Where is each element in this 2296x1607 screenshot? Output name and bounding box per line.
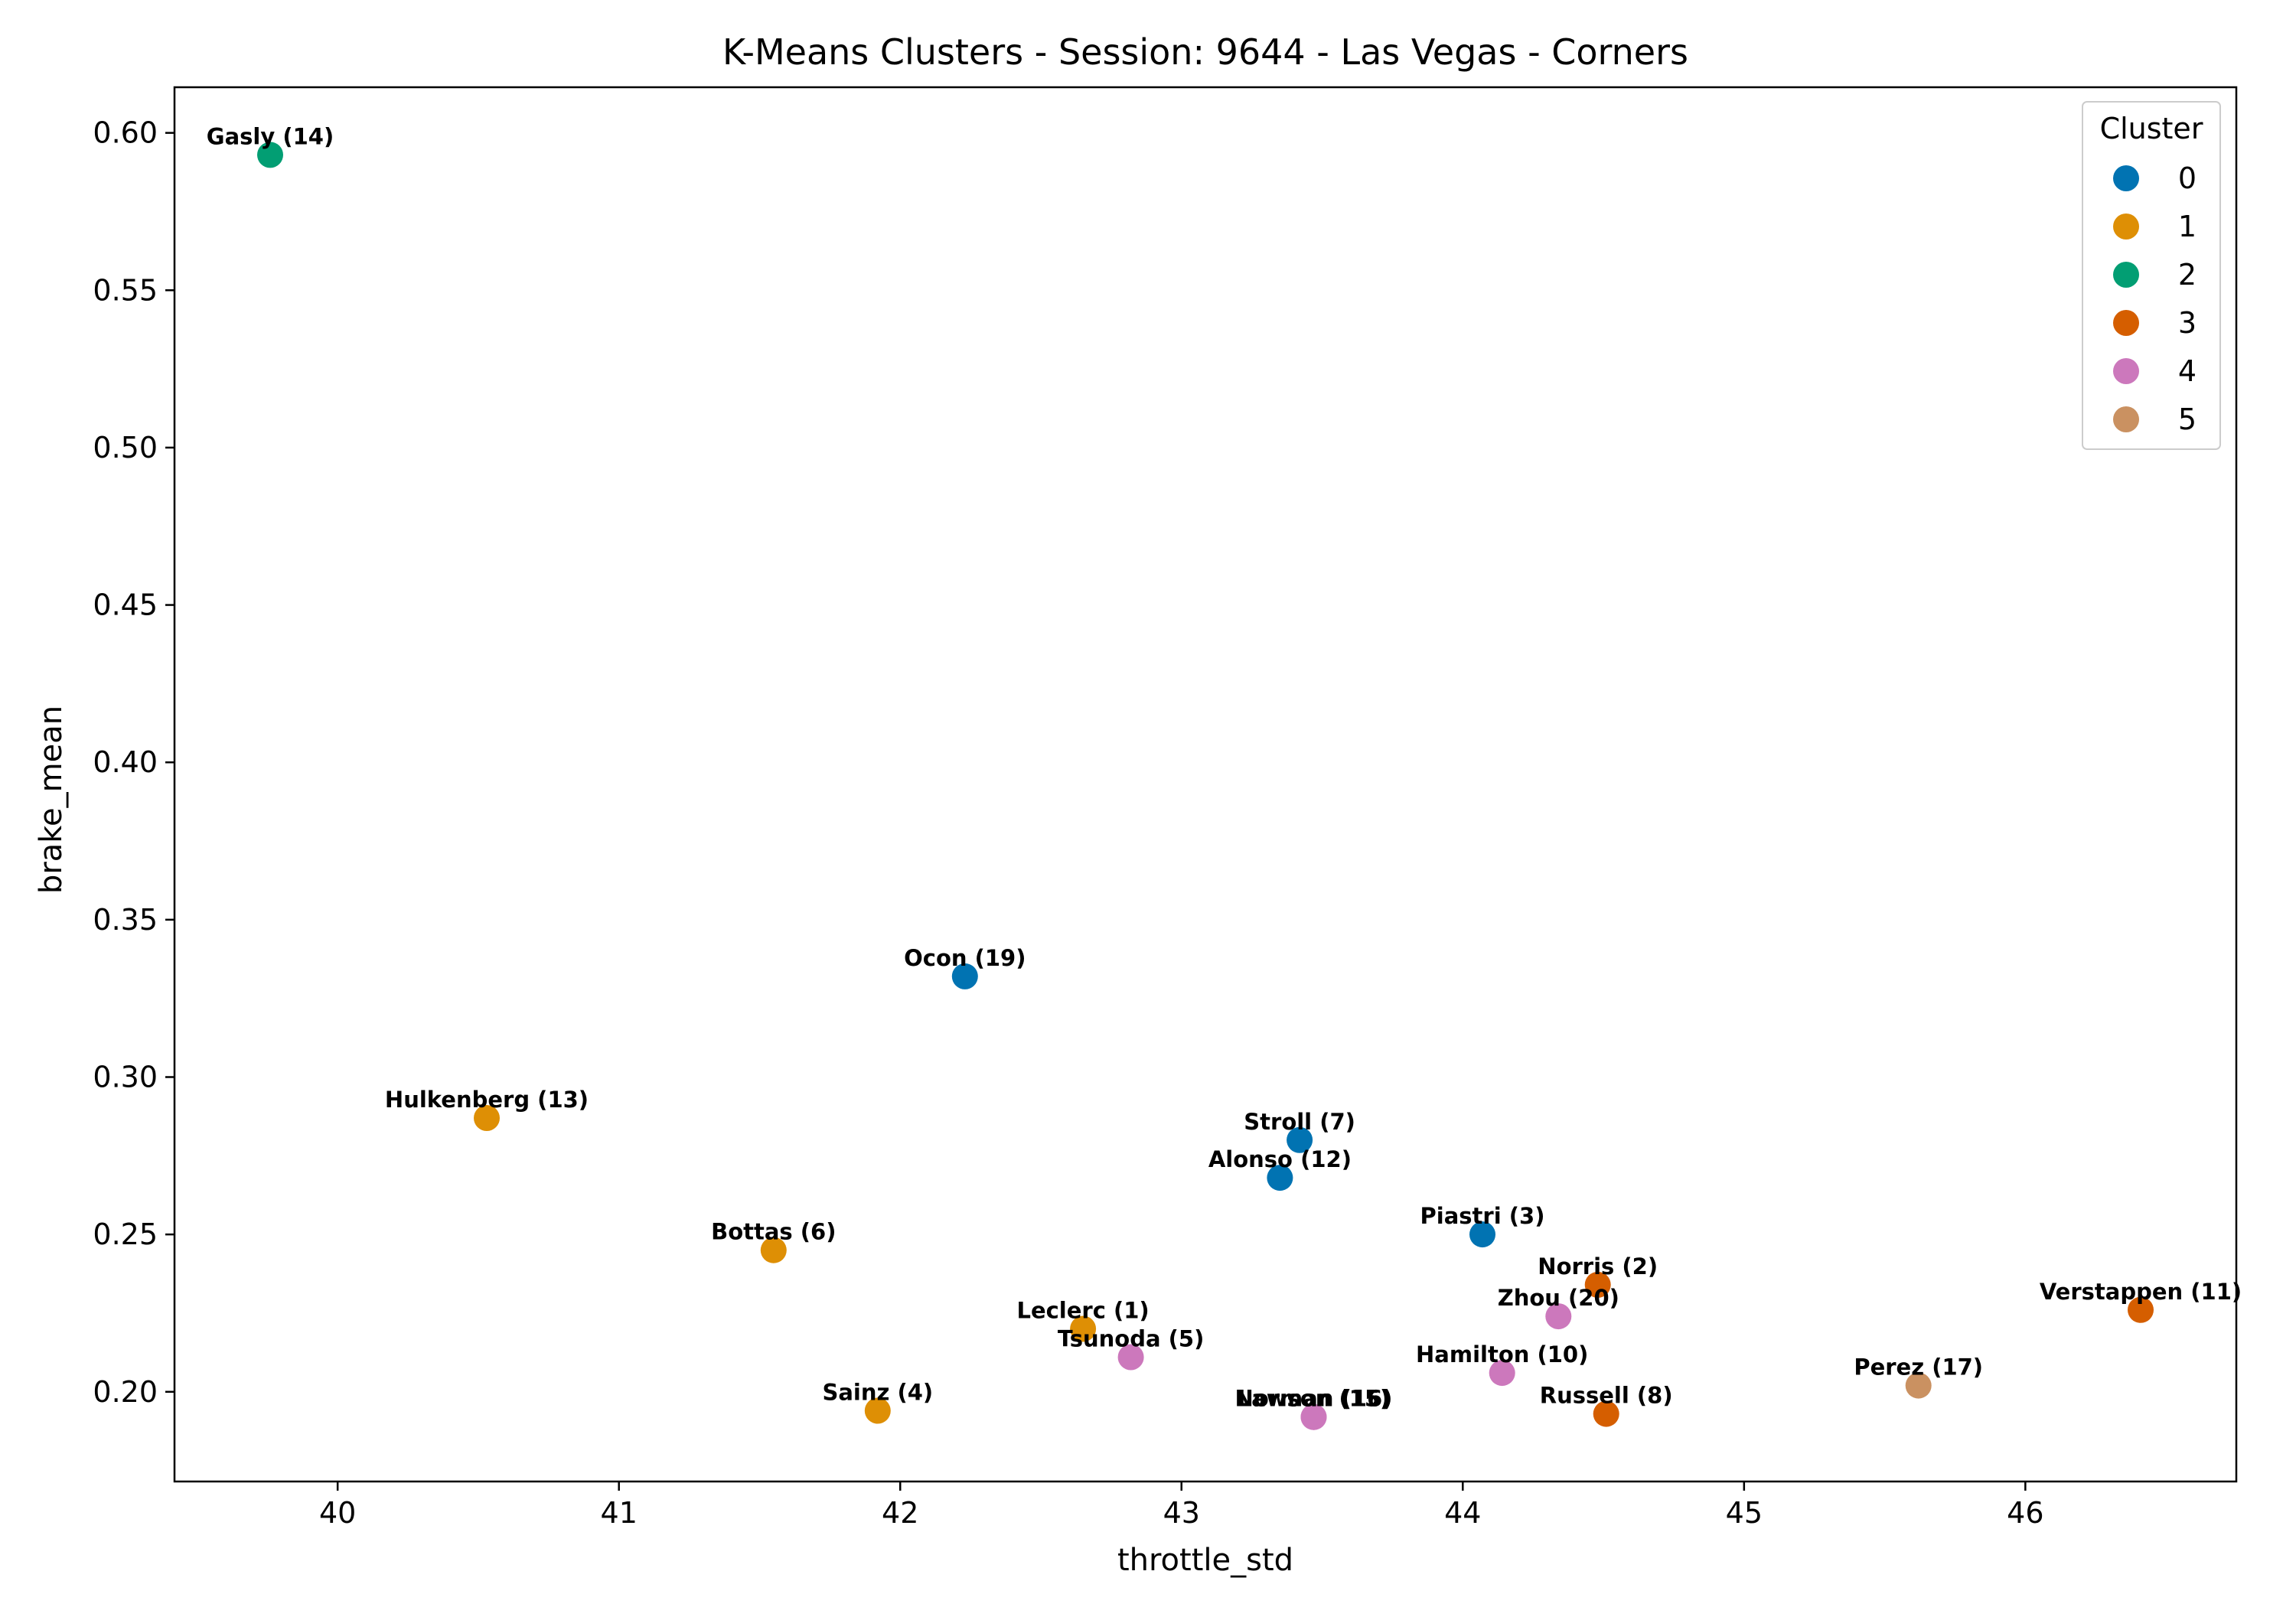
point-label: Gasly (14) bbox=[207, 123, 334, 149]
legend-entry-label: 5 bbox=[2178, 403, 2197, 436]
plot-area bbox=[257, 142, 2154, 1430]
y-axis-label: brake_mean bbox=[34, 706, 69, 894]
data-point bbox=[864, 1397, 891, 1424]
legend-marker bbox=[2113, 214, 2139, 240]
point-label: Zhou (20) bbox=[1498, 1285, 1619, 1311]
legend-entry-label: 0 bbox=[2178, 161, 2197, 195]
legend-marker bbox=[2113, 165, 2139, 191]
point-label: Piastri (3) bbox=[1420, 1203, 1545, 1229]
legend-box bbox=[2082, 101, 2221, 450]
x-tick-label: 44 bbox=[1444, 1496, 1481, 1530]
legend-entry-label: 3 bbox=[2178, 306, 2197, 340]
plot-frame bbox=[173, 86, 2238, 1483]
data-point bbox=[1117, 1344, 1144, 1371]
data-point bbox=[1287, 1126, 1313, 1153]
legend-marker bbox=[2113, 406, 2139, 432]
y-tick-label: 0.45 bbox=[93, 588, 158, 622]
chart-title: K-Means Clusters - Session: 9644 - Las V… bbox=[722, 31, 1688, 73]
legend-title: Cluster bbox=[2100, 112, 2203, 145]
y-tick-label: 0.50 bbox=[93, 431, 158, 464]
x-tick-label: 45 bbox=[1726, 1496, 1763, 1530]
data-point bbox=[1070, 1315, 1097, 1342]
point-label: Lawson (15) bbox=[1238, 1386, 1391, 1412]
x-tick-label: 41 bbox=[601, 1496, 638, 1530]
legend-entry-label: 2 bbox=[2178, 258, 2197, 292]
y-tick-label: 0.20 bbox=[93, 1375, 158, 1409]
point-label: Tsunoda (5) bbox=[1058, 1326, 1205, 1352]
data-point bbox=[1593, 1400, 1619, 1427]
data-point bbox=[1300, 1403, 1327, 1430]
point-label: Verstappen (11) bbox=[2040, 1279, 2242, 1305]
x-axis-label: throttle_std bbox=[1117, 1543, 1293, 1578]
x-tick-label: 42 bbox=[882, 1496, 918, 1530]
data-point bbox=[1267, 1165, 1293, 1191]
y-tick-label: 0.30 bbox=[93, 1060, 158, 1094]
data-point bbox=[2128, 1296, 2154, 1323]
data-point bbox=[760, 1237, 787, 1263]
legend-marker bbox=[2113, 358, 2139, 384]
point-label: Alonso (12) bbox=[1208, 1146, 1352, 1172]
x-tick-label: 40 bbox=[319, 1496, 356, 1530]
data-point bbox=[1584, 1271, 1611, 1298]
data-point bbox=[474, 1105, 500, 1131]
data-point bbox=[1545, 1303, 1572, 1330]
point-label: Sainz (4) bbox=[822, 1380, 933, 1406]
data-point bbox=[951, 963, 978, 989]
legend-entry-label: 1 bbox=[2178, 210, 2197, 243]
point-label: Russell (8) bbox=[1540, 1383, 1673, 1409]
point-label: Bottas (6) bbox=[711, 1219, 836, 1245]
y-tick-label: 0.60 bbox=[93, 116, 158, 150]
point-label: Hamilton (10) bbox=[1416, 1341, 1588, 1367]
data-point bbox=[257, 142, 283, 168]
point-label: Leclerc (1) bbox=[1016, 1298, 1149, 1324]
point-label: Norris (2) bbox=[1538, 1253, 1658, 1279]
point-label: Perez (17) bbox=[1854, 1354, 1983, 1380]
legend-marker bbox=[2113, 310, 2139, 336]
point-labels: Gasly (14) Ocon (19) Hulkenberg (13) Stroll… bbox=[207, 123, 2242, 1411]
point-label: Hulkenberg (13) bbox=[385, 1087, 589, 1113]
axes: 40 41 42 43 44 45 460.200.250.300.350.400.450.… bbox=[93, 86, 2238, 1530]
y-tick-label: 0.40 bbox=[93, 745, 158, 779]
data-point bbox=[1469, 1221, 1495, 1248]
y-tick-label: 0.25 bbox=[93, 1217, 158, 1251]
data-point bbox=[1489, 1360, 1515, 1387]
point-label: Norman (16) bbox=[1235, 1386, 1393, 1412]
x-tick-label: 46 bbox=[2007, 1496, 2043, 1530]
x-tick-label: 43 bbox=[1163, 1496, 1200, 1530]
y-tick-label: 0.55 bbox=[93, 273, 158, 307]
point-label: Ocon (19) bbox=[904, 945, 1026, 971]
point-label: Stroll (7) bbox=[1244, 1109, 1355, 1135]
legend-marker bbox=[2113, 262, 2139, 288]
legend: Cluster 0 1 2 3 4 5 bbox=[2082, 101, 2221, 450]
legend-entry-label: 4 bbox=[2178, 354, 2197, 388]
y-tick-label: 0.35 bbox=[93, 903, 158, 937]
data-point bbox=[1905, 1372, 1932, 1399]
